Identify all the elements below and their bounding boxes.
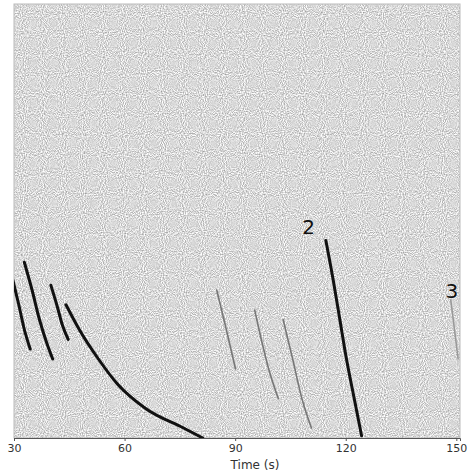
chart: 30 60 90 120 150 2 3 Time (s) [0,0,474,474]
contour [326,241,362,436]
tick: 120 [336,438,357,455]
axis-line [15,439,461,442]
plot-frame [14,4,460,438]
plot: 30 60 90 120 150 2 3 [8,4,468,455]
contour [14,280,30,349]
noise [14,4,460,438]
contour [283,320,311,429]
tick: 150 [446,438,467,455]
contour [51,285,68,339]
tick-label: 150 [446,442,467,455]
tick-mark [346,438,347,441]
contour [24,262,52,359]
tick: 60 [118,438,132,455]
tick-mark [14,438,15,441]
background [14,4,460,438]
contour [451,300,458,359]
tick-mark [456,438,457,441]
x-axis-title: Time (s) [230,458,280,472]
annotation: 3 [446,279,459,303]
tick-label: 30 [8,442,22,455]
tick: 90 [229,438,243,455]
tick-label: 120 [336,442,357,455]
contours [14,241,458,438]
x-axis: 30 60 90 120 150 [8,438,468,455]
tick-mark [235,438,236,441]
tick-label: 90 [229,442,243,455]
tick-mark [125,438,126,441]
annotation: 2 [302,215,315,239]
contour [255,310,279,399]
contour [217,290,236,369]
tick: 30 [8,438,22,455]
contour [66,305,203,438]
tick-label: 60 [118,442,132,455]
